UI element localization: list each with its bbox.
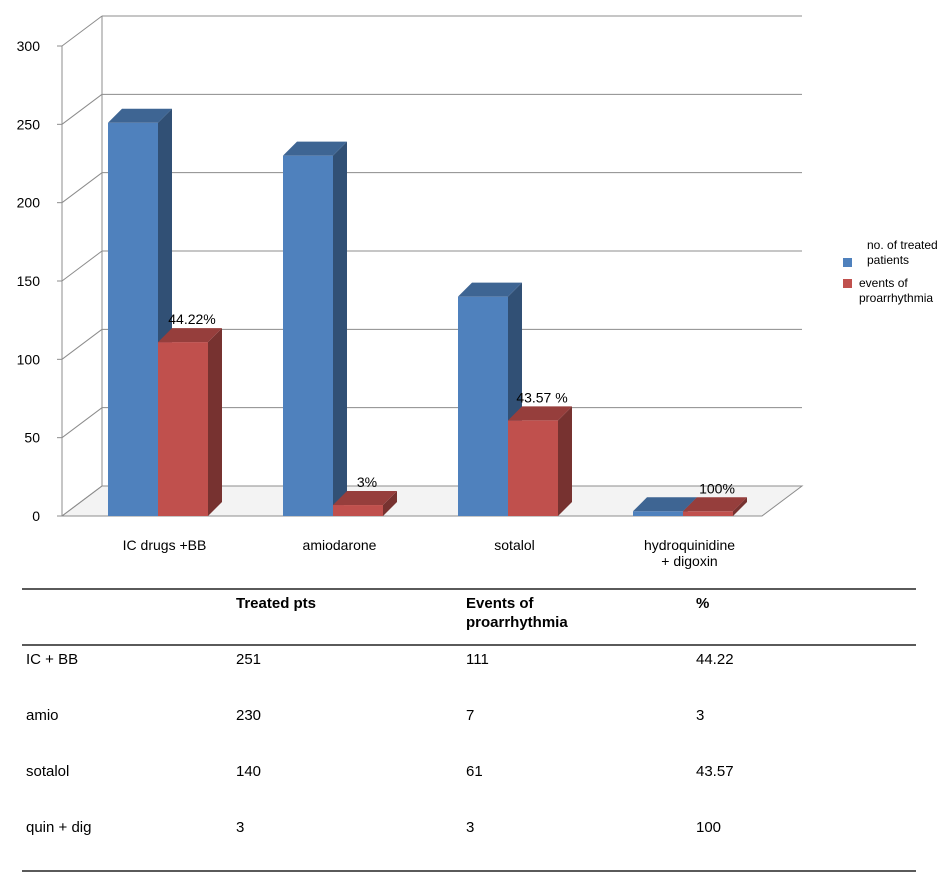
legend-swatch-treated bbox=[843, 258, 852, 267]
y-tick-label: 300 bbox=[17, 38, 41, 54]
table-rule-top bbox=[22, 588, 916, 590]
table-row-label: quin + dig bbox=[26, 819, 92, 836]
table-cell-events: 7 bbox=[466, 707, 475, 724]
legend-label-treated: no. of treated patients bbox=[867, 238, 938, 267]
gridline-side bbox=[61, 250, 103, 282]
table-cell-percent: 43.57 bbox=[696, 763, 734, 780]
table-cell-events: 61 bbox=[466, 763, 483, 780]
table-header-percent: % bbox=[696, 595, 710, 612]
table-cell-percent: 100 bbox=[696, 819, 722, 836]
table-rule-bottom bbox=[22, 870, 916, 872]
table-cell-percent: 44.22 bbox=[696, 651, 734, 668]
table-row-label: amio bbox=[26, 707, 59, 724]
table-cell-percent: 3 bbox=[696, 707, 705, 724]
bar-events bbox=[683, 497, 747, 516]
y-tick-label: 0 bbox=[32, 508, 40, 524]
table-cell-events: 111 bbox=[466, 651, 489, 668]
x-tick-label: amiodarone bbox=[303, 537, 377, 553]
legend-item-events: events of proarrhythmia bbox=[843, 276, 943, 306]
table-cell-treated: 251 bbox=[236, 651, 262, 668]
legend-swatch-events bbox=[843, 279, 852, 288]
bar-events bbox=[508, 406, 572, 516]
gridline-side bbox=[61, 172, 103, 204]
legend-item-treated: no. of treated patients bbox=[843, 238, 943, 268]
gridline-side bbox=[61, 328, 103, 360]
legend-label-events: events of proarrhythmia bbox=[859, 276, 934, 305]
table-row-label: IC + BB bbox=[26, 651, 79, 668]
y-tick-label: 200 bbox=[17, 195, 41, 211]
table-cell-events: 3 bbox=[466, 819, 475, 836]
table-header-events: Events of proarrhythmia bbox=[466, 595, 568, 631]
gridline-side bbox=[61, 407, 103, 439]
y-tick-label: 50 bbox=[24, 430, 40, 446]
x-tick-label: + digoxin bbox=[661, 553, 717, 569]
y-tick-label: 150 bbox=[17, 273, 41, 289]
x-tick-label: hydroquinidine bbox=[644, 537, 735, 553]
bar-treated bbox=[283, 141, 347, 516]
data-label: 44.22% bbox=[168, 311, 215, 327]
chart-legend: no. of treated patients events of proarr… bbox=[843, 238, 943, 314]
y-tick-label: 100 bbox=[17, 351, 41, 367]
data-label: 43.57 % bbox=[516, 389, 567, 405]
table-rule-mid bbox=[22, 644, 916, 646]
table-header-treated: Treated pts bbox=[236, 595, 317, 612]
y-tick-label: 250 bbox=[17, 116, 41, 132]
bar-treated bbox=[458, 282, 522, 516]
gridline-side bbox=[61, 93, 103, 125]
x-tick-label: sotalol bbox=[494, 537, 534, 553]
table-row-label: sotalol bbox=[26, 763, 70, 780]
chart-canvas: 0 50 100 150 200 250 300 44.22% IC drugs +BB 3% am… bbox=[17, 15, 804, 569]
table-cell-treated: 140 bbox=[236, 763, 262, 780]
gridline-side bbox=[61, 485, 103, 517]
bar-chart: 0 50 100 150 200 250 300 44.22% IC drugs +BB 3% am… bbox=[17, 15, 943, 569]
data-label: 3% bbox=[357, 474, 377, 490]
gridline-side bbox=[61, 15, 103, 47]
table-cell-treated: 230 bbox=[236, 707, 262, 724]
bar-events bbox=[333, 491, 397, 516]
bar-events bbox=[158, 328, 222, 516]
data-label: 100% bbox=[699, 480, 735, 496]
table-cell-treated: 3 bbox=[236, 819, 245, 836]
x-tick-label: IC drugs +BB bbox=[123, 537, 207, 553]
